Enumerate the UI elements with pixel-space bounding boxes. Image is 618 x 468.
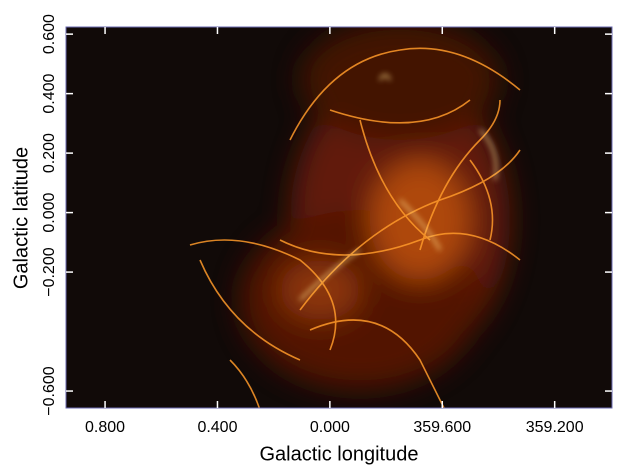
y-tick-label: 0.200 <box>41 133 58 173</box>
x-tick-label: 0.000 <box>310 419 350 436</box>
x-axis-title: Galactic longitude <box>260 443 419 465</box>
x-tick-label: 359.600 <box>413 419 471 436</box>
y-tick-label: −0.200 <box>41 247 58 296</box>
y-tick-label: 0.400 <box>41 74 58 114</box>
x-tick-label: 0.400 <box>197 419 237 436</box>
plot-frame <box>65 26 613 409</box>
x-tick-label: 0.800 <box>85 419 125 436</box>
y-tick-label: −0.600 <box>41 366 58 415</box>
x-tick-label: 359.200 <box>526 419 584 436</box>
y-tick-label: 0.600 <box>41 14 58 54</box>
y-tick-label: 0.000 <box>41 192 58 232</box>
y-axis-title: Galactic latitude <box>10 147 32 289</box>
emission-image <box>189 27 521 408</box>
